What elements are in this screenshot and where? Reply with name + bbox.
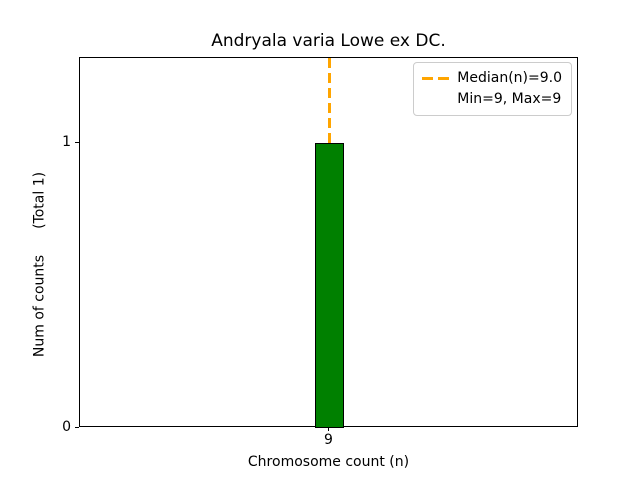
bar-chromosome-9 bbox=[315, 143, 344, 428]
ytick-mark-1 bbox=[75, 141, 79, 143]
legend-label-minmax: Min=9, Max=9 bbox=[457, 91, 562, 107]
plot-area: Median(n)=9.0 Min=9, Max=9 bbox=[79, 57, 578, 428]
ytick-label-1: 1 bbox=[62, 133, 71, 150]
legend-label-median: Median(n)=9.0 bbox=[457, 70, 562, 86]
median-dashed-line-icon bbox=[422, 77, 450, 80]
legend: Median(n)=9.0 Min=9, Max=9 bbox=[413, 62, 572, 116]
y-axis-label-main: Num of counts bbox=[31, 254, 47, 358]
ytick-label-0: 0 bbox=[62, 418, 71, 435]
y-axis-label-total: (Total 1) bbox=[31, 171, 47, 229]
ytick-mark-0 bbox=[75, 426, 79, 428]
xtick-mark-9 bbox=[328, 427, 329, 431]
legend-entry-median: Median(n)=9.0 bbox=[422, 68, 562, 89]
legend-empty-handle bbox=[422, 98, 449, 101]
x-axis-label: Chromosome count (n) bbox=[247, 454, 410, 470]
chart-title: Andryala varia Lowe ex DC. bbox=[211, 31, 446, 51]
y-axis-label: Num of counts (Total 1) bbox=[31, 115, 48, 415]
xtick-label-9: 9 bbox=[324, 432, 333, 448]
legend-entry-minmax: Min=9, Max=9 bbox=[422, 89, 562, 110]
